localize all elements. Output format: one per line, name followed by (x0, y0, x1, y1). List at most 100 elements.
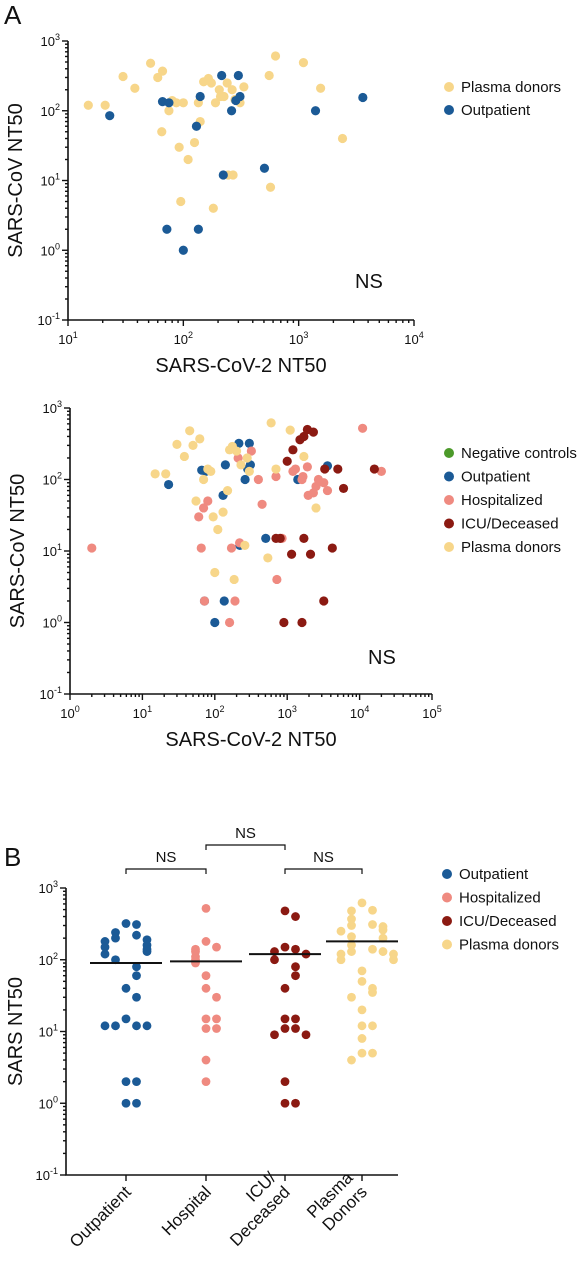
scatter-a2-point (242, 453, 252, 463)
scatter-a2-point (298, 471, 308, 482)
dotplot-point (336, 926, 346, 936)
dotplot-point (280, 906, 290, 916)
dotplot-point (368, 920, 377, 929)
scatter-a2-point (208, 512, 218, 522)
scatter-a-ytick-label: 101 (41, 172, 60, 189)
dotplot-point (280, 1014, 290, 1024)
scatter-a2-legend-label: Outpatient (461, 469, 531, 486)
scatter-a-point (83, 100, 93, 110)
scatter-a2-legend-label: Plasma donors (461, 539, 561, 556)
panel-b-dotplot: B 10-1 100 101 102 103 SARS NT50 Outpatient Hosp… (4, 825, 559, 1251)
dotplot-point (201, 983, 211, 993)
scatter-a2-point (357, 423, 368, 433)
dotplot-point (201, 1055, 211, 1065)
scatter-a2-legend-marker (444, 518, 454, 529)
scatter-a2-legend-label: Negative controls (461, 445, 577, 462)
dotplot-point (368, 944, 377, 954)
panel-a2-scatter: 10-1 100 101 102 103 100 101 102 103 104 105 SARS-C… (7, 399, 577, 751)
scatter-a2-point (213, 524, 223, 535)
scatter-a-point (178, 98, 188, 108)
scatter-a2-point (210, 567, 220, 578)
scatter-a-point (226, 106, 237, 116)
dotplot-point (212, 1024, 221, 1033)
scatter-a2-point (271, 471, 281, 482)
dotplot-ytick-label: 101 (39, 1023, 58, 1040)
dotplot-point (347, 906, 356, 916)
scatter-a2-legend-marker (444, 471, 454, 482)
scatter-a-point (153, 72, 163, 83)
scatter-a2-point (319, 596, 329, 606)
scatter-a2-point (266, 418, 276, 428)
dotplot-point (357, 1034, 367, 1043)
dotplot-point (291, 1014, 300, 1024)
scatter-a-xtick-label: 101 (58, 330, 77, 347)
dotplot-ytick-label: 102 (39, 951, 58, 968)
dotplot-point (132, 962, 141, 972)
dotplot-point (201, 1014, 211, 1024)
dotplot-ytick-label: 10-1 (36, 1166, 58, 1183)
scatter-a2-point (220, 460, 230, 470)
scatter-a2-point (230, 596, 240, 606)
dotplot-point (389, 955, 398, 965)
scatter-a2-point (286, 549, 297, 559)
scatter-a-point (118, 71, 128, 82)
scatter-a-point (195, 91, 205, 102)
scatter-a2-legend-marker (444, 542, 454, 552)
scatter-a2-point (333, 464, 343, 474)
comparison-bracket (284, 868, 363, 874)
scatter-a2-point (327, 543, 337, 553)
scatter-a-xtick-label: 103 (289, 330, 308, 347)
scatter-a-point (183, 154, 193, 165)
scatter-a-point (298, 58, 309, 68)
scatter-a2-point (240, 474, 250, 485)
scatter-a-legend-marker (444, 105, 454, 115)
scatter-a-point (233, 70, 243, 81)
dotplot-legend-label: Plasma donors (459, 937, 559, 954)
scatter-a2-point (290, 464, 301, 474)
scatter-a2-point (311, 503, 321, 513)
dotplot-point (357, 966, 367, 976)
dotplot-point (368, 1021, 377, 1031)
dotplot-point (212, 992, 221, 1002)
scatter-a-legend-label: Plasma donors (461, 79, 561, 96)
scatter-a2-point (191, 496, 201, 506)
scatter-a2-point (261, 533, 271, 544)
scatter-a2-xtick-label: 101 (133, 704, 152, 721)
scatter-a2-point (338, 483, 349, 494)
scatter-a-point (239, 82, 249, 92)
scatter-a2-legend-label: Hospitalized (461, 492, 543, 509)
scatter-a-legend-label: Outpatient (461, 102, 531, 119)
comparison-ns-label: NS (235, 825, 256, 842)
dotplot-point (132, 1077, 141, 1087)
dotplot-point (111, 933, 120, 943)
scatter-a2-point (150, 469, 160, 479)
scatter-a-point (162, 224, 172, 234)
dotplot-legend-marker (442, 939, 452, 950)
scatter-a2-point (257, 499, 267, 509)
dotplot-point (280, 1098, 290, 1108)
dotplot-point (191, 958, 200, 968)
scatter-a2-point (299, 451, 309, 462)
dotplot-ytick-label: 100 (39, 1094, 58, 1111)
scatter-a2-point (179, 451, 189, 462)
dotplot-point (291, 912, 300, 921)
scatter-a-point (358, 92, 368, 103)
panel-letter-a: A (4, 0, 22, 30)
scatter-a2-point (282, 456, 292, 466)
scatter-a-point (264, 70, 274, 81)
dotplot-point (121, 1077, 131, 1087)
dotplot-point (270, 1030, 279, 1040)
dotplot-point (347, 914, 356, 924)
scatter-a-xtick-label: 104 (404, 330, 423, 347)
dotplot-point (291, 971, 300, 981)
scatter-a2-point (302, 462, 312, 472)
dotplot-legend-label: ICU/Deceased (459, 913, 557, 930)
scatter-a2-point (236, 460, 246, 470)
scatter-a2-ytick-label: 101 (43, 542, 62, 559)
dotplot-point (100, 949, 110, 959)
dotplot-point (357, 898, 367, 908)
dotplot-point (132, 1021, 141, 1031)
scatter-a-point (164, 98, 174, 108)
dotplot-point (347, 992, 356, 1002)
scatter-a2-point (188, 440, 198, 450)
